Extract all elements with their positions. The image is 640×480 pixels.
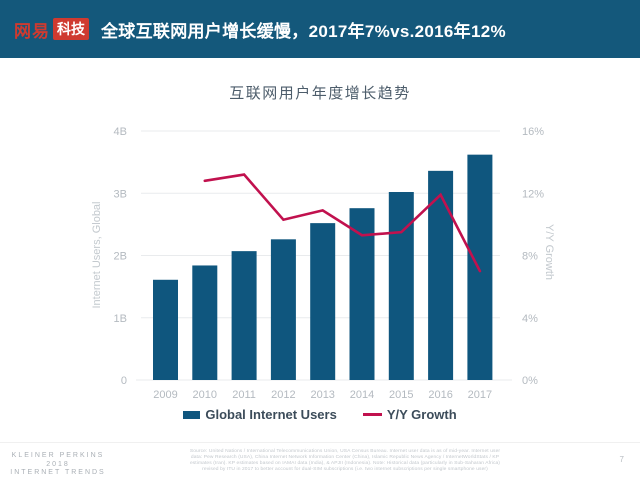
bar-2014 (349, 208, 375, 380)
x-tick-label: 2016 (428, 389, 452, 401)
bar-2017 (467, 154, 493, 380)
legend-item-global-internet-users: Global Internet Users (183, 407, 337, 422)
source-line: estimates (Iran). KP estimates based on … (189, 460, 501, 466)
bar-2011 (231, 251, 257, 380)
growth-line (203, 173, 482, 273)
source-line: revised by ITU in 2017 to better account… (202, 466, 488, 472)
bar-2015 (388, 192, 414, 380)
left-axis-tick-label: 1B (114, 313, 127, 325)
bar-series-swatch (183, 410, 201, 419)
left-axis-tick-label: 0 (121, 375, 127, 387)
chart-title: 互联网用户年度增长趋势 (229, 85, 411, 102)
legend-label: Y/Y Growth (386, 407, 457, 422)
kleiner-perkins-brand: KLEINER PERKINS 2018 INTERNET TRENDS (10, 452, 106, 478)
right-axis-tick-label: 12% (522, 188, 544, 200)
brand-line: 2018 (46, 460, 70, 468)
x-tick-label: 2015 (389, 389, 413, 401)
right-axis-tick-label: 4% (522, 313, 538, 325)
x-tick-label: 2013 (310, 389, 334, 401)
bar-2010 (192, 265, 218, 380)
legend-label: Global Internet Users (205, 407, 337, 422)
x-tick-label: 2009 (153, 389, 177, 401)
article-headline: 全球互联网用户增长缓慢，2017年7%vs.2016年12% (101, 21, 506, 41)
right-axis-tick-label: 8% (522, 251, 538, 263)
page-number: 7 (619, 455, 624, 464)
bar-2009 (153, 279, 178, 380)
bar-2016 (428, 170, 454, 380)
tech-logo-badge: 科技 (53, 18, 89, 40)
source-note: Source: United Nations / International T… (142, 449, 548, 473)
chart-legend: Global Internet Users Y/Y Growth (0, 407, 640, 422)
left-axis-title: Internet Users, Global (91, 202, 103, 309)
netease-tech-logo[interactable]: 网易 科技 (14, 17, 89, 42)
x-tick-label: 2012 (271, 389, 295, 401)
source-line: data: Pew Research (USA), China Internet… (190, 454, 500, 460)
source-line: Source: United Nations / International T… (189, 449, 501, 454)
left-axis-tick-label: 3B (114, 188, 127, 200)
brand-line: INTERNET TRENDS (10, 469, 106, 476)
bar-2013 (310, 223, 336, 380)
x-tick-label: 2014 (350, 389, 374, 401)
slide-footer: KLEINER PERKINS 2018 INTERNET TRENDS Sou… (0, 442, 640, 480)
left-axis-tick-label: 4B (114, 126, 127, 138)
x-tick-label: 2017 (468, 389, 492, 401)
bar-2012 (270, 239, 296, 380)
x-tick-label: 2010 (193, 389, 217, 401)
left-axis-tick-label: 2B (114, 251, 127, 263)
header-banner: 网易 科技 全球互联网用户增长缓慢，2017年7%vs.2016年12% (0, 0, 640, 58)
right-axis-title: Y/Y Growth (543, 224, 555, 280)
line-series-swatch (362, 413, 382, 416)
legend-item-yy-growth: Y/Y Growth (362, 407, 457, 422)
netease-logo-text: 网易 (14, 21, 50, 41)
brand-line: KLEINER PERKINS (11, 452, 105, 459)
right-axis-tick-label: 16% (522, 126, 544, 138)
x-tick-label: 2011 (232, 389, 256, 401)
right-axis-tick-label: 0% (522, 375, 538, 387)
